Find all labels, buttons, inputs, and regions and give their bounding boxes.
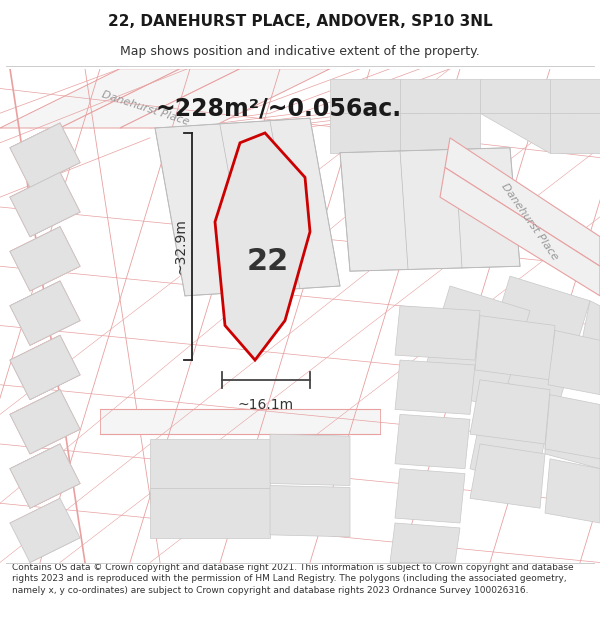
Polygon shape xyxy=(270,434,350,486)
Polygon shape xyxy=(480,326,575,399)
Polygon shape xyxy=(10,444,80,508)
Polygon shape xyxy=(550,79,600,113)
Polygon shape xyxy=(435,286,530,360)
Polygon shape xyxy=(10,173,80,237)
Text: Map shows position and indicative extent of the property.: Map shows position and indicative extent… xyxy=(120,44,480,58)
Text: ~16.1m: ~16.1m xyxy=(238,398,294,412)
Polygon shape xyxy=(100,409,380,434)
Polygon shape xyxy=(395,306,480,360)
Polygon shape xyxy=(60,69,240,128)
Polygon shape xyxy=(400,79,480,113)
Polygon shape xyxy=(548,331,600,394)
Text: ~228m²/~0.056ac.: ~228m²/~0.056ac. xyxy=(155,96,401,120)
Text: 22, DANEHURST PLACE, ANDOVER, SP10 3NL: 22, DANEHURST PLACE, ANDOVER, SP10 3NL xyxy=(107,14,493,29)
Polygon shape xyxy=(395,414,470,469)
Polygon shape xyxy=(10,498,80,562)
Polygon shape xyxy=(10,227,80,291)
Polygon shape xyxy=(120,69,330,128)
Polygon shape xyxy=(395,360,475,414)
Polygon shape xyxy=(150,489,270,538)
Polygon shape xyxy=(580,301,600,355)
Polygon shape xyxy=(400,113,480,152)
Polygon shape xyxy=(215,133,310,360)
Polygon shape xyxy=(480,113,550,152)
Polygon shape xyxy=(440,168,600,296)
Polygon shape xyxy=(340,148,520,271)
Polygon shape xyxy=(330,113,400,152)
Polygon shape xyxy=(270,486,350,537)
Polygon shape xyxy=(550,113,600,152)
Text: 22: 22 xyxy=(247,247,289,276)
Polygon shape xyxy=(155,118,340,296)
Text: Danehurst Place: Danehurst Place xyxy=(500,181,560,262)
Polygon shape xyxy=(470,380,550,444)
Polygon shape xyxy=(10,336,80,399)
Polygon shape xyxy=(475,316,555,380)
Polygon shape xyxy=(495,276,590,350)
Polygon shape xyxy=(445,138,600,266)
Polygon shape xyxy=(470,419,545,489)
Polygon shape xyxy=(480,79,550,113)
Polygon shape xyxy=(545,404,600,469)
Polygon shape xyxy=(420,336,515,409)
Text: ~32.9m: ~32.9m xyxy=(173,219,187,274)
Polygon shape xyxy=(10,390,80,454)
Polygon shape xyxy=(545,459,600,523)
Polygon shape xyxy=(470,444,545,508)
Polygon shape xyxy=(545,394,600,459)
Polygon shape xyxy=(0,69,180,128)
Polygon shape xyxy=(395,469,465,523)
Polygon shape xyxy=(150,439,270,489)
Text: Contains OS data © Crown copyright and database right 2021. This information is : Contains OS data © Crown copyright and d… xyxy=(12,562,574,595)
Text: Danehurst Place: Danehurst Place xyxy=(100,89,190,127)
Polygon shape xyxy=(10,281,80,345)
Polygon shape xyxy=(390,523,460,562)
Polygon shape xyxy=(330,79,400,113)
Polygon shape xyxy=(10,123,80,188)
